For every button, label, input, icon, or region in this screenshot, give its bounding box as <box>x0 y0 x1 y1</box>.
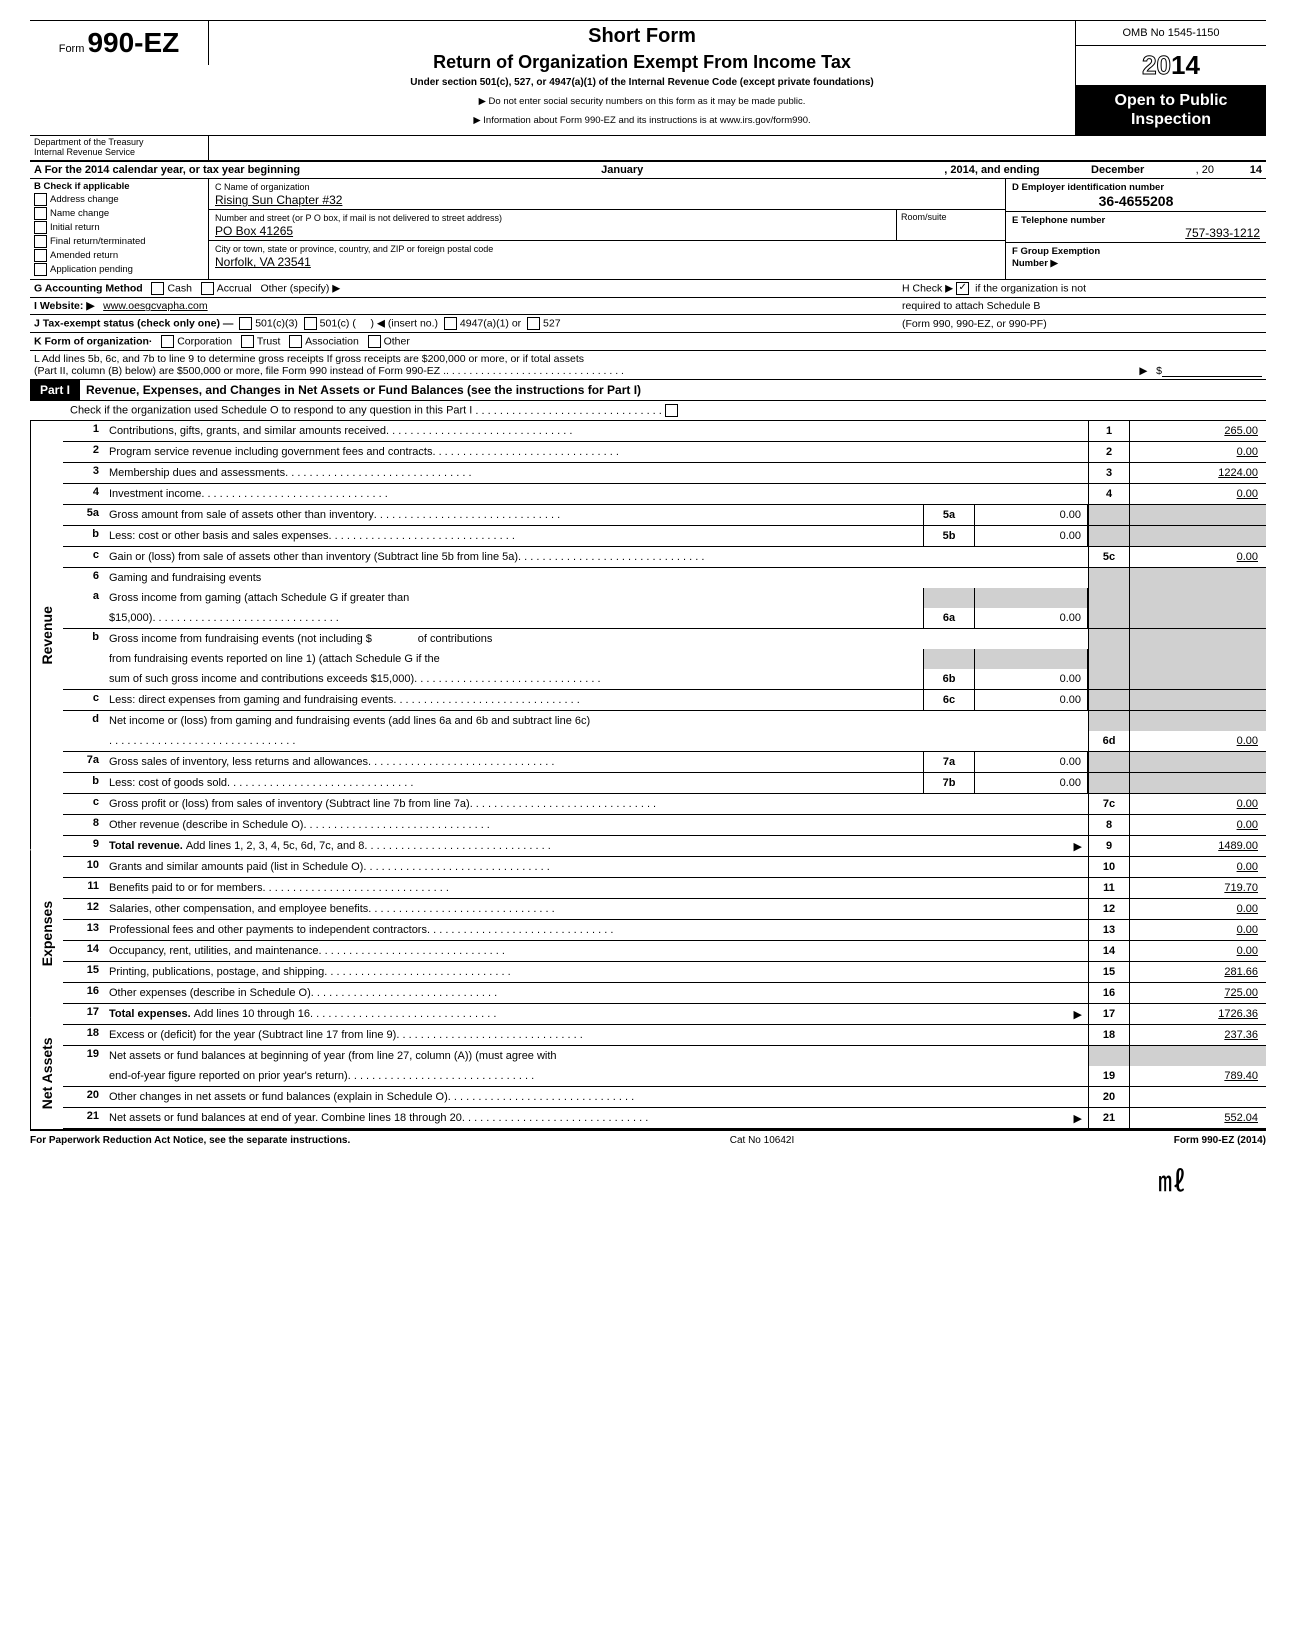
chk-name-change[interactable] <box>34 207 47 220</box>
box-d: D Employer identification number 36-4655… <box>1006 179 1266 212</box>
org-street[interactable]: PO Box 41265 <box>215 224 890 238</box>
line-7b-value[interactable]: 0.00 <box>975 773 1088 793</box>
line-11-value[interactable]: 719.70 <box>1130 878 1266 898</box>
form-prefix: Form <box>59 43 85 55</box>
chk-corporation[interactable] <box>161 335 174 348</box>
line-3-value[interactable]: 1224.00 <box>1130 463 1266 483</box>
telephone[interactable]: 757-393-1212 <box>1012 226 1260 240</box>
line-21-value[interactable]: 552.04 <box>1130 1108 1266 1128</box>
line-6d-value[interactable]: 0.00 <box>1130 731 1266 751</box>
line-17-value[interactable]: 1726.36 <box>1130 1004 1266 1024</box>
line-20-value[interactable] <box>1130 1087 1266 1107</box>
chk-527[interactable] <box>527 317 540 330</box>
line-5c-value[interactable]: 0.00 <box>1130 547 1266 567</box>
tax-year-begin[interactable]: January <box>304 164 940 176</box>
line-5a-value[interactable]: 0.00 <box>975 505 1088 525</box>
tax-year-end-month[interactable]: December <box>1044 164 1192 176</box>
open-to-public: Open to Public Inspection <box>1076 85 1266 135</box>
chk-pending[interactable] <box>34 263 47 276</box>
chk-trust[interactable] <box>241 335 254 348</box>
chk-other-org[interactable] <box>368 335 381 348</box>
expenses-label: Expenses <box>30 850 63 1017</box>
line-14-value[interactable]: 0.00 <box>1130 941 1266 961</box>
line-8-value[interactable]: 0.00 <box>1130 815 1266 835</box>
line-j: J Tax-exempt status (check only one) — 5… <box>34 317 902 330</box>
tax-year: 2014 <box>1076 46 1266 85</box>
line-5b-value[interactable]: 0.00 <box>975 526 1088 546</box>
gross-receipts[interactable] <box>1162 365 1262 377</box>
department-box: Department of the Treasury Internal Reve… <box>30 136 209 160</box>
line-k: K Form of organization· Corporation Trus… <box>34 335 1262 348</box>
chk-association[interactable] <box>289 335 302 348</box>
line-13-value[interactable]: 0.00 <box>1130 920 1266 940</box>
chk-initial-return[interactable] <box>34 221 47 234</box>
handwritten-mark: ㎖ <box>30 1160 1266 1200</box>
form-number: 990-EZ <box>87 27 179 58</box>
line-4-value[interactable]: 0.00 <box>1130 484 1266 504</box>
chk-4947[interactable] <box>444 317 457 330</box>
chk-amended[interactable] <box>34 249 47 262</box>
box-b: B Check if applicable Address change Nam… <box>30 179 209 279</box>
ein[interactable]: 36-4655208 <box>1012 193 1260 209</box>
org-city[interactable]: Norfolk, VA 23541 <box>215 255 999 269</box>
chk-address-change[interactable] <box>34 193 47 206</box>
line-7a-value[interactable]: 0.00 <box>975 752 1088 772</box>
line-16-value[interactable]: 725.00 <box>1130 983 1266 1003</box>
org-name[interactable]: Rising Sun Chapter #32 <box>215 193 999 207</box>
line-a: A For the 2014 calendar year, or tax yea… <box>30 160 1266 179</box>
line-h: H Check ▶ ✓ if the organization is not <box>902 282 1262 295</box>
info-line: ▶ Information about Form 990-EZ and its … <box>219 115 1065 126</box>
chk-501c[interactable] <box>304 317 317 330</box>
net-assets-label: Net Assets <box>30 1017 63 1129</box>
line-9-value[interactable]: 1489.00 <box>1130 836 1266 856</box>
line-1-value[interactable]: 265.00 <box>1130 421 1266 441</box>
line-12-value[interactable]: 0.00 <box>1130 899 1266 919</box>
part-i-label: Part I <box>30 380 80 400</box>
line-15-value[interactable]: 281.66 <box>1130 962 1266 982</box>
box-f: F Group Exemption Number ▶ <box>1006 243 1266 271</box>
tax-year-end-year[interactable]: 14 <box>1218 164 1266 176</box>
line-6a-value[interactable]: 0.00 <box>975 608 1088 628</box>
box-e: E Telephone number 757-393-1212 <box>1006 212 1266 243</box>
chk-schedule-o-part-i[interactable] <box>665 404 678 417</box>
header-right: OMB No 1545-1150 2014 Open to Public Ins… <box>1075 21 1266 135</box>
line-g: G Accounting Method Cash Accrual Other (… <box>34 282 902 295</box>
short-form-label: Short Form <box>219 25 1065 48</box>
revenue-label: Revenue <box>30 421 63 850</box>
line-19-value[interactable]: 789.40 <box>1130 1066 1266 1086</box>
line-18-value[interactable]: 237.36 <box>1130 1025 1266 1045</box>
subtitle: Under section 501(c), 527, or 4947(a)(1)… <box>219 77 1065 88</box>
line-6b-value[interactable]: 0.00 <box>975 669 1088 689</box>
line-i: I Website: ▶ www.oesgcvapha.com <box>34 300 902 312</box>
line-7c-value[interactable]: 0.00 <box>1130 794 1266 814</box>
header-center: Short Form Return of Organization Exempt… <box>209 21 1075 130</box>
chk-accrual[interactable] <box>201 282 214 295</box>
return-title: Return of Organization Exempt From Incom… <box>219 52 1065 73</box>
line-2-value[interactable]: 0.00 <box>1130 442 1266 462</box>
chk-final-return[interactable] <box>34 235 47 248</box>
part-i-title: Revenue, Expenses, and Changes in Net As… <box>80 380 1266 400</box>
form-id-box: Form 990-EZ <box>30 21 209 65</box>
line-l-1: L Add lines 5b, 6c, and 7b to line 9 to … <box>34 353 1262 365</box>
publicity-line: ▶ Do not enter social security numbers o… <box>219 96 1065 107</box>
omb-number: OMB No 1545-1150 <box>1076 21 1266 46</box>
chk-cash[interactable] <box>151 282 164 295</box>
chk-schedule-b[interactable]: ✓ <box>956 282 969 295</box>
part-i-check: Check if the organization used Schedule … <box>30 401 1266 421</box>
line-6c-value[interactable]: 0.00 <box>975 690 1088 710</box>
line-10-value[interactable]: 0.00 <box>1130 857 1266 877</box>
website[interactable]: www.oesgcvapha.com <box>103 300 207 312</box>
chk-501c3[interactable] <box>239 317 252 330</box>
page-footer: For Paperwork Reduction Act Notice, see … <box>30 1129 1266 1150</box>
room-suite-label: Room/suite <box>896 210 1005 240</box>
